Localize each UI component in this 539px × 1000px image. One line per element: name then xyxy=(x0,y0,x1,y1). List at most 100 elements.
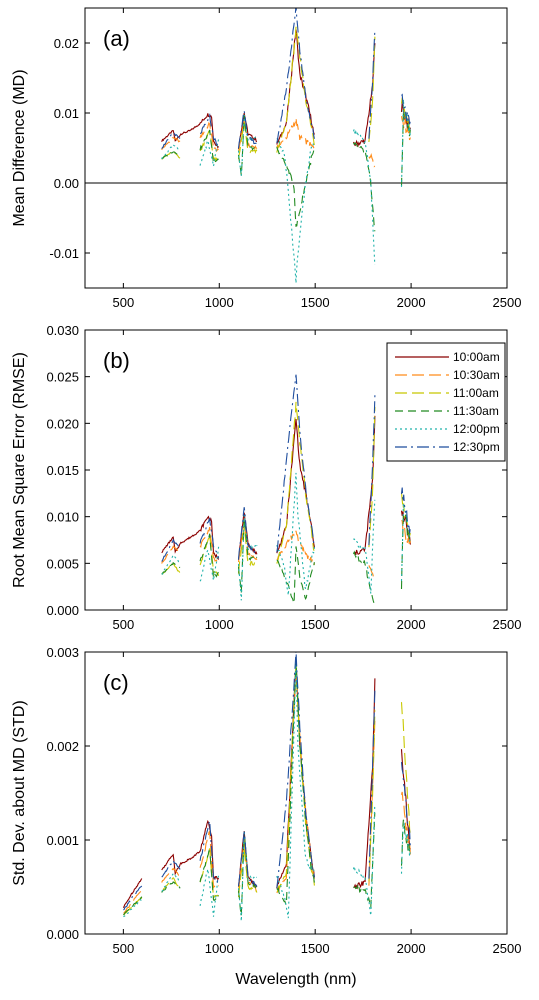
series-line xyxy=(161,881,181,893)
legend-label: 10:30am xyxy=(453,368,500,382)
series-line xyxy=(276,672,315,894)
y-tick-label: 0.005 xyxy=(46,556,79,571)
series-line xyxy=(276,659,315,919)
series-line xyxy=(237,110,258,149)
series-line xyxy=(400,487,411,534)
series-line xyxy=(276,546,315,604)
y-tick-label: 0.00 xyxy=(54,176,79,191)
series-line xyxy=(161,131,181,150)
x-tick-label: 2500 xyxy=(493,941,522,956)
series-line xyxy=(353,415,376,556)
chart-panel: 500 1000 1500 2000 2500 -0.01 0.00 0.01 0.02 Mean… xyxy=(11,7,522,310)
y-tick-label: -0.01 xyxy=(49,246,79,261)
series-line xyxy=(161,151,181,160)
x-tick-label: 2000 xyxy=(397,941,426,956)
panel-label: (a) xyxy=(103,26,130,51)
series-line xyxy=(353,812,376,908)
series-line xyxy=(368,153,376,168)
series-line xyxy=(276,659,315,889)
series-line xyxy=(368,406,376,548)
y-axis-title: Mean Difference (MD) xyxy=(11,69,28,226)
x-tick-label: 1500 xyxy=(301,617,330,632)
legend-label: 10:00am xyxy=(453,350,500,364)
legend-box xyxy=(386,342,506,462)
series-line xyxy=(400,511,411,590)
legend: 10:00am 10:30am 11:00am 11:30am 12:00pm 12:30… xyxy=(386,342,506,462)
series-line xyxy=(161,143,181,160)
y-tick-label: 0.01 xyxy=(54,106,79,121)
series-line xyxy=(199,533,219,579)
y-tick-label: 0.000 xyxy=(46,603,79,618)
series-line xyxy=(199,113,220,146)
x-tick-label: 500 xyxy=(113,617,135,632)
series-line xyxy=(368,688,376,879)
series-line xyxy=(353,499,376,594)
panel-label: (c) xyxy=(103,670,129,695)
series-line xyxy=(161,538,181,562)
plot-frame xyxy=(84,7,508,289)
series-line xyxy=(199,129,219,166)
x-tick-label: 1000 xyxy=(205,295,234,310)
series-line xyxy=(123,889,143,914)
series-line xyxy=(161,867,181,883)
series-line xyxy=(352,128,376,265)
series-line xyxy=(276,472,315,596)
y-axis-title: Std. Dev. about MD (STD) xyxy=(11,700,28,886)
x-tick-label: 2000 xyxy=(397,295,426,310)
legend-label: 11:00am xyxy=(453,386,499,400)
series-line xyxy=(199,526,219,563)
series-line xyxy=(199,121,219,153)
series-line xyxy=(161,819,220,881)
y-tick-label: 0.002 xyxy=(46,739,79,754)
series-line xyxy=(161,877,181,893)
y-tick-label: 0.025 xyxy=(46,370,79,385)
y-axis-title: Root Mean Square Error (RMSE) xyxy=(11,352,28,588)
series-line xyxy=(368,565,376,580)
series-group xyxy=(122,652,411,922)
series-line xyxy=(276,530,315,565)
series-line xyxy=(276,660,315,893)
series-line xyxy=(161,561,181,575)
series-line xyxy=(276,146,315,227)
legend-label: 11:30am xyxy=(453,404,499,418)
y-tick-label: 0.000 xyxy=(46,927,79,942)
legend-label: 12:30pm xyxy=(453,440,500,454)
x-tick-label: 1500 xyxy=(301,941,330,956)
series-line xyxy=(276,374,315,553)
series-line xyxy=(368,395,376,546)
series-line xyxy=(368,36,376,143)
series-line xyxy=(400,791,411,855)
series-line xyxy=(276,418,315,554)
chart-panel: 500 1000 1500 2000 2500 0.000 0.001 0.002 0.003 S… xyxy=(11,645,521,988)
y-tick-label: 0.003 xyxy=(46,645,79,660)
series-line xyxy=(276,660,315,906)
x-tick-label: 2500 xyxy=(493,295,522,310)
series-line xyxy=(400,116,411,141)
plot-frame xyxy=(84,651,508,935)
series-line xyxy=(123,897,143,916)
series-line xyxy=(161,554,181,575)
series-line xyxy=(199,546,220,582)
x-tick-label: 1500 xyxy=(301,295,330,310)
series-line xyxy=(400,762,411,850)
series-line xyxy=(368,710,376,882)
series-line xyxy=(276,401,315,564)
series-line xyxy=(352,550,376,606)
x-tick-label: 500 xyxy=(113,295,135,310)
x-tick-label: 2000 xyxy=(397,617,426,632)
y-tick-label: 0.02 xyxy=(54,36,79,51)
y-tick-label: 0.010 xyxy=(46,510,79,525)
series-group xyxy=(161,8,411,284)
series-line xyxy=(237,507,258,560)
series-line xyxy=(276,652,315,888)
legend-label: 12:00pm xyxy=(453,422,500,436)
panel-label: (b) xyxy=(103,348,130,373)
series-line xyxy=(237,114,258,176)
series-line xyxy=(237,527,258,574)
series-line xyxy=(400,702,411,836)
y-tick-label: 0.030 xyxy=(46,323,79,338)
series-line xyxy=(161,137,181,151)
x-tick-label: 2500 xyxy=(493,617,522,632)
series-line xyxy=(161,545,181,564)
